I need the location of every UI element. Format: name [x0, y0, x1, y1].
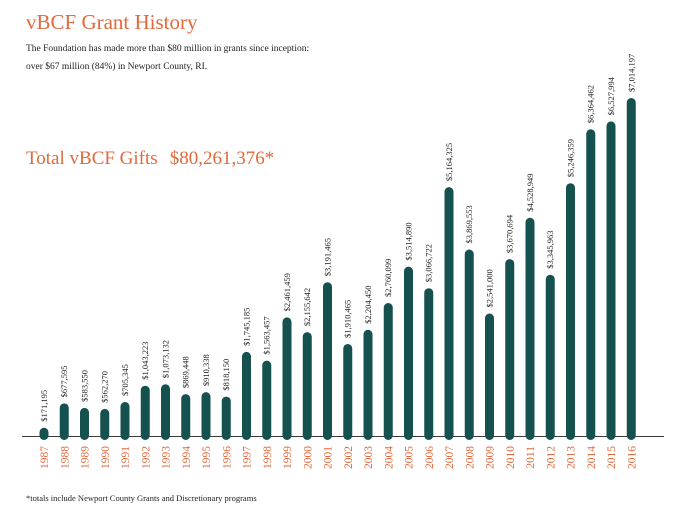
bar-1992	[140, 385, 150, 440]
value-label-1996: $818,150	[221, 359, 231, 391]
value-label-1991: $705,345	[120, 364, 130, 396]
year-label-1997: 1997	[242, 446, 254, 469]
value-label-2015: $6,527,994	[606, 76, 616, 115]
bar-1997	[242, 351, 251, 440]
value-label-1989: $583,550	[80, 370, 90, 402]
year-label-1989: 1989	[80, 446, 92, 469]
bar-1999	[282, 317, 292, 440]
bar-2003	[363, 329, 373, 440]
bar-2014	[586, 129, 596, 440]
total-gifts-value: $80,261,376*	[169, 148, 275, 169]
bar-1994	[181, 394, 191, 440]
year-label-2001: 2001	[323, 446, 335, 469]
year-label-2013: 2013	[566, 446, 578, 469]
bar-2011	[525, 217, 535, 440]
bar-2016	[626, 98, 636, 440]
bar-2001	[323, 282, 332, 440]
year-label-1994: 1994	[181, 446, 193, 469]
value-label-1990: $562,270	[100, 371, 110, 403]
bar-2006	[424, 288, 434, 440]
bar-2010	[505, 259, 515, 440]
year-label-1998: 1998	[262, 446, 274, 469]
value-label-2009: $2,541,000	[485, 269, 495, 307]
value-label-1994: $869,448	[181, 356, 191, 388]
bar-2015	[606, 121, 616, 440]
value-label-2000: $2,155,642	[302, 288, 312, 326]
bar-2007	[444, 187, 454, 440]
year-label-1993: 1993	[161, 446, 173, 469]
year-label-1987: 1987	[39, 446, 51, 469]
year-label-2010: 2010	[505, 446, 517, 469]
bar-1990	[100, 408, 110, 440]
bar-1995	[201, 392, 211, 440]
value-label-2012: $3,345,963	[545, 231, 555, 269]
year-label-1990: 1990	[100, 446, 112, 469]
value-label-2001: $3,191,465	[323, 238, 333, 276]
value-label-2014: $6,364,462	[586, 85, 596, 123]
value-label-2007: $5,164,325	[444, 143, 454, 181]
bar-2008	[464, 249, 474, 440]
bar-1996	[221, 396, 231, 440]
value-label-2006: $3,066,722	[424, 244, 434, 282]
footnote: *totals include Newport County Grants an…	[26, 493, 257, 503]
value-label-1999: $2,461,459	[282, 273, 292, 311]
bar-2009	[485, 313, 494, 440]
year-label-1995: 1995	[201, 446, 213, 469]
year-label-2000: 2000	[302, 446, 314, 469]
value-label-2002: $1,910,465	[343, 300, 353, 338]
value-label-2008: $3,869,553	[464, 205, 474, 243]
bar-2004	[383, 302, 393, 440]
year-label-2002: 2002	[343, 446, 355, 469]
value-label-2005: $3,514,890	[404, 222, 414, 260]
value-label-2003: $2,204,450	[363, 286, 373, 324]
value-label-1997: $1,745,185	[242, 308, 252, 346]
year-label-2009: 2009	[485, 446, 497, 469]
year-label-2012: 2012	[545, 446, 557, 469]
value-label-1988: $677,595	[59, 365, 69, 397]
value-label-1995: $910,338	[201, 354, 211, 386]
chart-title: vBCF Grant History	[26, 10, 198, 34]
value-label-2011: $4,528,949	[525, 174, 535, 212]
year-label-2004: 2004	[383, 446, 395, 469]
year-label-2005: 2005	[404, 446, 416, 469]
bar-2005	[404, 266, 413, 440]
bar-1993	[161, 384, 170, 440]
year-label-2011: 2011	[525, 446, 537, 469]
value-label-1993: $1,073,132	[161, 340, 171, 378]
value-label-1992: $1,043,223	[140, 341, 150, 379]
value-label-1998: $1,563,457	[262, 316, 272, 354]
year-label-1996: 1996	[221, 446, 233, 469]
bar-1991	[120, 402, 130, 440]
value-label-2010: $3,670,694	[505, 214, 515, 253]
subtitle-line-2: over $67 million (84%) in Newport County…	[26, 62, 208, 72]
bar-2000	[302, 332, 312, 440]
bar-2013	[566, 183, 575, 441]
year-label-2016: 2016	[626, 446, 638, 469]
year-label-2007: 2007	[444, 446, 456, 469]
bar-1988	[59, 403, 69, 440]
bar-2012	[545, 274, 555, 440]
bar-1989	[80, 407, 89, 440]
year-label-1988: 1988	[59, 446, 71, 469]
year-label-2006: 2006	[424, 446, 436, 469]
year-label-2014: 2014	[586, 446, 598, 469]
value-label-2016: $7,014,197	[626, 54, 636, 92]
bar-1987	[39, 427, 49, 440]
value-label-1987: $171,195	[39, 390, 49, 422]
year-label-2015: 2015	[606, 446, 618, 469]
total-gifts-label: Total vBCF Gifts	[26, 148, 158, 169]
year-label-1991: 1991	[120, 446, 132, 469]
total-gifts: Total vBCF Gifts $80,261,376*	[26, 148, 274, 170]
bar-1998	[262, 360, 272, 440]
year-label-2003: 2003	[363, 446, 375, 469]
subtitle-line-1: The Foundation has made more than $80 mi…	[26, 44, 310, 54]
year-label-1992: 1992	[140, 446, 152, 469]
bar-2002	[343, 343, 353, 440]
value-label-2013: $5,246,359	[566, 139, 576, 177]
year-label-1999: 1999	[282, 446, 294, 469]
year-label-2008: 2008	[464, 446, 476, 469]
value-label-2004: $2,760,099	[383, 259, 393, 297]
